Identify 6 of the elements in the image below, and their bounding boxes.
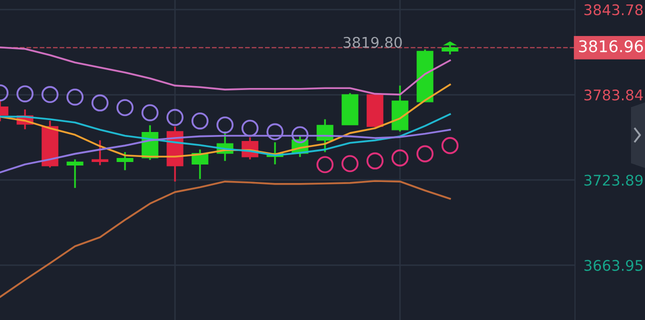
ref-line-label: 3816.96 — [579, 40, 643, 52]
y-tick-label: 3723.89 — [584, 174, 643, 186]
y-tick-label: 3843.78 — [584, 4, 643, 16]
y-tick-label: 3783.84 — [584, 89, 643, 101]
y-tick-label: 3663.95 — [584, 260, 642, 271]
annotation: 3819.80 — [344, 36, 402, 48]
